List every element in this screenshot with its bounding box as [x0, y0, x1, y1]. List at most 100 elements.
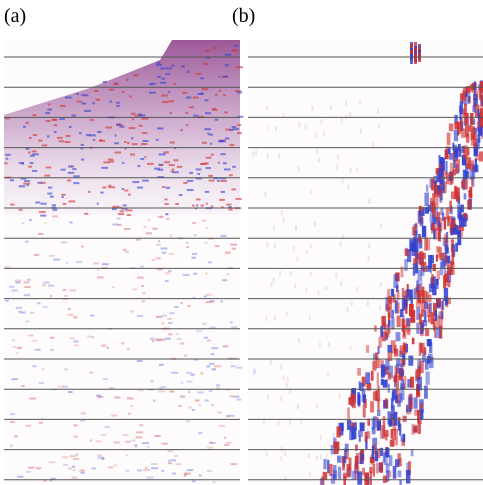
wavelet — [382, 475, 388, 483]
speckle — [231, 125, 237, 128]
speckle — [226, 203, 232, 206]
speckle — [296, 403, 299, 409]
speckle — [71, 465, 76, 468]
speckle — [31, 150, 37, 153]
speckle — [95, 440, 103, 443]
speckle — [43, 479, 47, 482]
speckle — [73, 182, 80, 185]
speckle — [167, 90, 171, 93]
speckle — [53, 118, 58, 121]
speckle — [171, 168, 175, 171]
speckle — [128, 412, 132, 415]
wavelet — [420, 250, 423, 259]
wavelet — [438, 316, 443, 328]
wavelet — [450, 219, 456, 228]
wavelet — [435, 168, 441, 175]
speckle — [11, 289, 18, 292]
wavelet — [440, 207, 444, 215]
wavelet — [451, 253, 455, 265]
speckle — [37, 233, 44, 236]
speckle — [182, 91, 188, 94]
speckle — [135, 238, 141, 241]
speckle — [168, 252, 174, 255]
wavelet — [431, 178, 434, 191]
speckle — [96, 268, 100, 271]
speckle — [340, 118, 343, 124]
speckle — [237, 91, 243, 94]
wavelet — [342, 457, 345, 471]
speckle — [92, 138, 96, 141]
speckle — [28, 466, 35, 469]
wavelet — [462, 86, 467, 101]
wavelet — [430, 312, 435, 325]
speckle — [121, 207, 128, 210]
wavelet — [375, 390, 380, 402]
wavelet — [443, 275, 447, 289]
wavelet — [385, 447, 390, 458]
wavelet — [398, 367, 403, 381]
speckle — [217, 161, 221, 164]
wavelet — [437, 189, 442, 198]
speckle — [108, 184, 112, 187]
wavelet — [336, 426, 341, 438]
wavelet — [433, 227, 438, 240]
wavelet — [377, 385, 380, 392]
speckle — [75, 453, 79, 456]
speckle — [158, 363, 164, 366]
speckle — [11, 378, 18, 381]
wavelet — [427, 314, 431, 323]
speckle — [179, 395, 185, 398]
speckle — [349, 111, 352, 117]
wavelet — [340, 422, 344, 432]
speckle — [130, 153, 135, 156]
speckle — [309, 243, 312, 249]
speckle — [172, 171, 179, 174]
wavelet — [442, 157, 445, 171]
wavelet — [372, 361, 377, 370]
speckle — [329, 104, 332, 110]
speckle — [190, 373, 195, 376]
speckle — [59, 104, 66, 107]
speckle — [141, 300, 145, 303]
speckle — [136, 186, 144, 189]
speckle — [161, 251, 167, 254]
speckle — [131, 112, 136, 115]
speckle — [273, 315, 276, 321]
wavelet — [330, 474, 336, 484]
speckle — [76, 261, 83, 264]
speckle — [121, 342, 125, 345]
wavelet — [376, 372, 380, 386]
speckle — [169, 312, 175, 315]
wavelet — [328, 463, 333, 476]
speckle — [222, 94, 226, 97]
speckle — [289, 271, 292, 277]
speckle — [216, 384, 220, 387]
speckle — [304, 124, 307, 130]
speckle — [64, 96, 72, 99]
wavelet — [461, 128, 466, 138]
speckle — [210, 205, 214, 208]
wavelet — [422, 261, 427, 273]
speckle — [156, 75, 161, 78]
speckle — [5, 157, 9, 160]
speckle — [150, 462, 158, 465]
speckle — [97, 456, 105, 459]
wavelet — [398, 457, 403, 467]
speckle — [69, 455, 77, 458]
wavelet — [431, 206, 436, 218]
speckle — [50, 477, 56, 480]
speckle — [51, 204, 57, 207]
speckle — [71, 114, 76, 117]
speckle — [41, 368, 45, 371]
speckle — [180, 129, 183, 132]
speckle — [197, 173, 201, 176]
speckle — [62, 288, 67, 291]
wavelet — [387, 352, 393, 361]
speckle — [84, 212, 89, 215]
wavelet — [438, 155, 441, 164]
wavelet — [413, 288, 419, 299]
wavelet — [372, 437, 378, 450]
speckle — [168, 164, 175, 167]
wavelet — [468, 125, 472, 132]
speckle — [25, 147, 30, 150]
